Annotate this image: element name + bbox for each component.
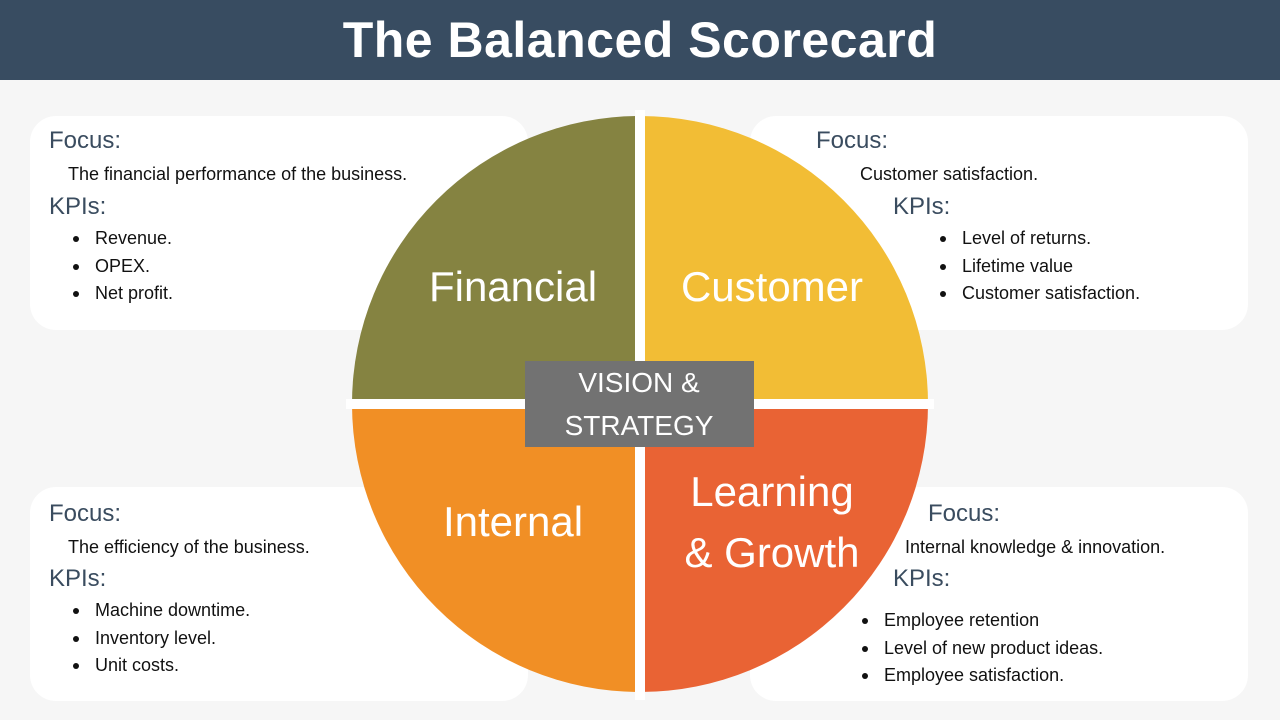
learning-kpi-list: Employee retention Level of new product … — [862, 607, 1103, 690]
financial-kpis-heading: KPIs: — [49, 193, 107, 220]
customer-focus-text: Customer satisfaction. — [860, 164, 1039, 184]
financial-kpi-item: Net profit. — [73, 280, 173, 308]
learning-focus-heading: Focus: — [928, 500, 1001, 527]
center-box — [525, 361, 754, 447]
center-label-line1: VISION & — [578, 367, 700, 398]
customer-kpi-item: Customer satisfaction. — [940, 280, 1140, 308]
customer-kpi-item: Level of returns. — [940, 225, 1140, 253]
internal-label: Internal — [443, 498, 583, 545]
learning-label-line2: & Growth — [684, 529, 859, 576]
customer-kpis-heading: KPIs: — [893, 193, 951, 220]
internal-focus-text: The efficiency of the business. — [68, 537, 310, 557]
learning-quadrant — [640, 404, 928, 692]
learning-label-line1: Learning — [690, 468, 853, 515]
internal-kpi-list: Machine downtime. Inventory level. Unit … — [73, 597, 250, 680]
internal-kpis-heading: KPIs: — [49, 565, 107, 592]
financial-kpi-list: Revenue. OPEX. Net profit. — [73, 225, 173, 308]
learning-kpis-heading: KPIs: — [893, 565, 951, 592]
customer-kpi-item: Lifetime value — [940, 253, 1140, 281]
internal-focus-heading: Focus: — [49, 500, 122, 527]
center-label-line2: STRATEGY — [565, 410, 714, 441]
customer-focus-heading: Focus: — [816, 127, 889, 154]
financial-kpi-item: Revenue. — [73, 225, 173, 253]
learning-focus-text: Internal knowledge & innovation. — [905, 537, 1166, 557]
financial-label: Financial — [429, 263, 597, 310]
financial-focus-heading: Focus: — [49, 127, 122, 154]
customer-quadrant — [640, 116, 928, 404]
learning-kpi-item: Employee retention — [862, 607, 1103, 635]
internal-kpi-item: Unit costs. — [73, 652, 250, 680]
financial-quadrant — [352, 116, 640, 404]
internal-kpi-item: Machine downtime. — [73, 597, 250, 625]
internal-kpi-item: Inventory level. — [73, 625, 250, 653]
learning-kpi-item: Level of new product ideas. — [862, 635, 1103, 663]
customer-label: Customer — [681, 263, 863, 310]
internal-quadrant — [352, 404, 640, 692]
title-bar: The Balanced Scorecard — [0, 0, 1280, 80]
customer-kpi-list: Level of returns. Lifetime value Custome… — [940, 225, 1140, 308]
page-title: The Balanced Scorecard — [342, 12, 938, 68]
learning-kpi-item: Employee satisfaction. — [862, 662, 1103, 690]
financial-focus-text: The financial performance of the busines… — [68, 164, 408, 184]
financial-kpi-item: OPEX. — [73, 253, 173, 281]
